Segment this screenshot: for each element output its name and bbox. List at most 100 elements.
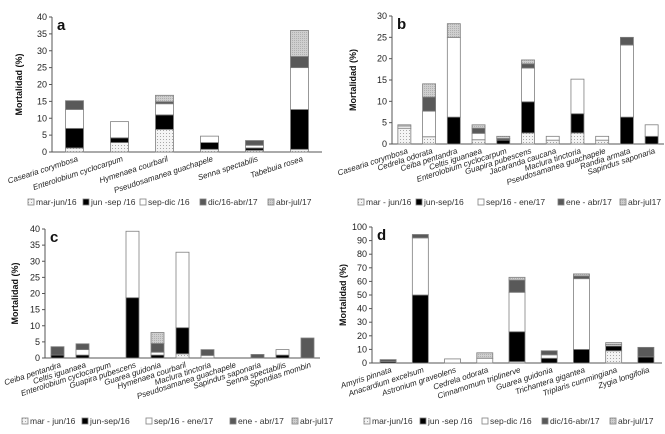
bar-segment [200, 142, 219, 150]
y-tick-label: 25 [377, 32, 387, 42]
bar-segment [644, 135, 659, 145]
bar-segment [75, 354, 90, 359]
bar-segment [508, 279, 526, 293]
bar-segment [595, 139, 610, 145]
legend-swatch [609, 417, 617, 425]
y-tick-label: 0 [42, 147, 47, 157]
legend-swatch [139, 198, 147, 206]
y-tick-label: 25 [37, 63, 47, 73]
y-tick-label: 5 [42, 130, 47, 140]
panel-letter: b [397, 16, 406, 33]
bar-segment [573, 273, 590, 277]
bar-segment [545, 135, 560, 141]
bar-segment [605, 345, 623, 352]
bar-segment [411, 234, 429, 239]
y-tick-label: 20 [357, 331, 367, 341]
bar-segment [570, 132, 585, 145]
y-tick-label: 5 [35, 337, 40, 347]
bar-segment [521, 132, 535, 145]
bar-segment [411, 294, 429, 364]
bar-segment [471, 127, 486, 134]
bar-segment [65, 127, 84, 149]
bar-segment [476, 352, 494, 359]
panel-letter: d [377, 227, 386, 244]
y-tick-label: 30 [357, 317, 367, 327]
legend-label: abr-jul/17 [276, 197, 312, 207]
legend-label: dic/16-abr/17 [550, 416, 600, 426]
legend-swatch [27, 198, 35, 206]
bar-segment [422, 136, 436, 145]
bar-segment [496, 135, 511, 139]
bar-segment [290, 30, 309, 57]
y-tick-label: 40 [37, 12, 47, 22]
bar-segment [155, 128, 174, 153]
y-tick-label: 90 [357, 236, 367, 246]
legend-label: abr-jul17 [628, 197, 661, 207]
y-tick-label: 80 [357, 249, 367, 259]
y-axis-label: Mortalidad (%) [338, 264, 348, 326]
bar-segment [637, 346, 655, 358]
bar-segment [508, 291, 526, 333]
bar-segment [573, 348, 590, 364]
y-tick-label: 70 [357, 263, 367, 273]
bar-segment [540, 354, 558, 359]
y-tick-label: 15 [30, 305, 40, 315]
legend-swatch [557, 198, 565, 206]
bar-segment [521, 59, 535, 65]
y-tick-label: 30 [377, 11, 387, 21]
bar-segment [620, 44, 634, 118]
bar-segment [573, 278, 590, 350]
legend-swatch [199, 198, 207, 206]
bar-segment [496, 139, 511, 145]
legend-label: mar-jun/16 [372, 416, 413, 426]
bar-segment [50, 346, 65, 356]
bar-segment [508, 331, 526, 363]
bar-segment [150, 351, 165, 356]
legend-label: abr-jul17 [300, 416, 333, 426]
bar-segment [411, 237, 429, 296]
y-tick-label: 5 [382, 118, 387, 128]
legend-swatch [81, 417, 89, 425]
bar-segment [471, 132, 486, 141]
bar-segment [290, 67, 309, 110]
legend-swatch [415, 198, 423, 206]
y-tick-label: 0 [382, 139, 387, 149]
legend-label: mar-jun/16 [36, 197, 77, 207]
bar-segment [275, 349, 290, 356]
legend-swatch [291, 417, 299, 425]
y-tick-label: 20 [377, 54, 387, 64]
bar-segment [65, 147, 84, 153]
bar-segment [397, 127, 412, 145]
y-tick-label: 100 [352, 222, 367, 232]
legend-swatch [541, 417, 549, 425]
legend-swatch [363, 417, 371, 425]
legend-label: jun-sep/16 [89, 416, 130, 426]
y-tick-label: 40 [357, 304, 367, 314]
bar-segment [290, 109, 309, 150]
legend-label: jun -sep /16 [427, 416, 473, 426]
bar-segment [290, 56, 309, 69]
bar-segment [250, 354, 265, 359]
legend-swatch [82, 198, 90, 206]
bar-segment [175, 353, 190, 359]
y-tick-label: 35 [37, 29, 47, 39]
bar-segment [155, 94, 174, 103]
bar-segment [573, 275, 590, 280]
legend-label: mar - jun/16 [366, 197, 412, 207]
y-axis-label: Mortalidad (%) [348, 49, 358, 111]
legend-label: dic/16-abr/17 [208, 197, 258, 207]
bar-segment [422, 96, 436, 112]
bar-segment [446, 36, 461, 118]
bar-segment [397, 124, 412, 127]
y-tick-label: 10 [30, 321, 40, 331]
bar-segment [150, 354, 165, 359]
bar-segment [620, 116, 634, 145]
bar-segment [65, 109, 84, 129]
y-tick-label: 60 [357, 276, 367, 286]
legend-swatch [619, 198, 627, 206]
panel-letter: a [57, 17, 66, 34]
bar-segment [471, 124, 486, 129]
legend-label: jun -sep /16 [90, 197, 136, 207]
y-tick-label: 10 [357, 344, 367, 354]
